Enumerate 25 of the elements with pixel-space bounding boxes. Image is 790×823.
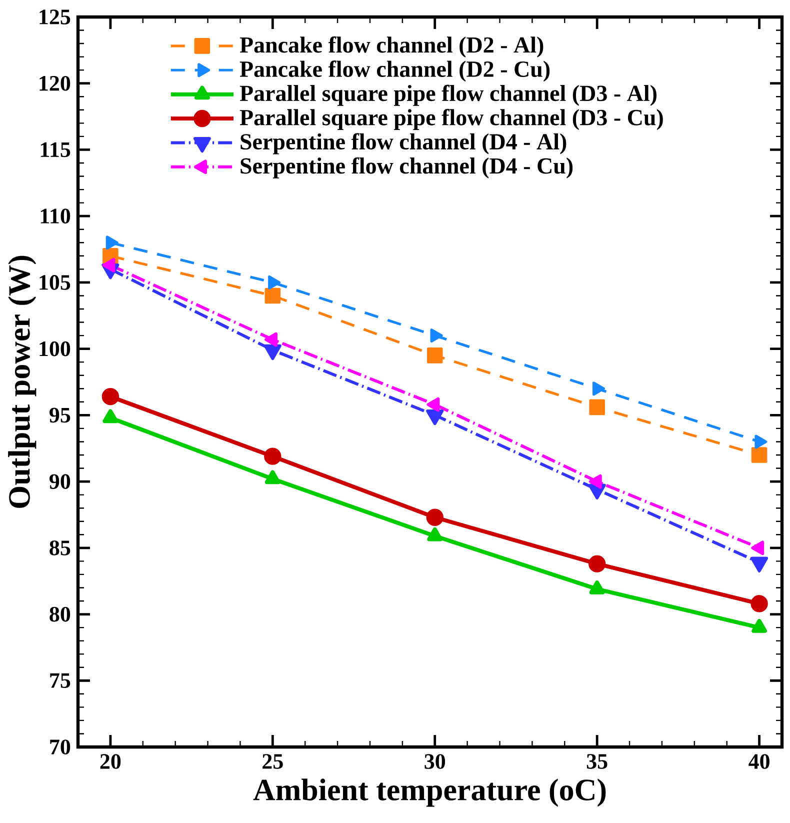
y-tick-label: 80: [50, 606, 70, 622]
y-axis-title: Outlput power (W): [8, 256, 36, 508]
x-tick-label: 40: [748, 754, 770, 769]
x-tick-label: 30: [424, 754, 446, 769]
y-tick-label: 75: [50, 673, 70, 688]
legend-label: Pancake flow channel (D2 - Al): [240, 36, 544, 58]
y-tick-label: 85: [50, 540, 70, 556]
y-tick-label: 120: [40, 76, 70, 91]
y-tick-label: 90: [50, 474, 70, 489]
x-tick-label: 35: [586, 754, 608, 769]
y-tick-label: 70: [50, 740, 70, 754]
x-tick-label: 25: [262, 754, 283, 769]
y-tick-label: 115: [40, 142, 70, 158]
y-tick-label: 95: [50, 408, 70, 423]
legend-label: Serpentine flow channel (D4 - Cu): [240, 157, 573, 178]
y-tick-label: 105: [40, 275, 70, 290]
y-tick-label: 110: [40, 208, 70, 224]
legend-label: Parallel square pipe flow channel (D3 - Cu): [240, 108, 663, 130]
y-tick-label: 100: [40, 341, 70, 356]
x-tick-label: 20: [100, 754, 121, 769]
legend-label: Pancake flow channel (D2 - Cu): [240, 60, 550, 82]
legend-label: Parallel square pipe flow channel (D3 - Al): [240, 84, 656, 106]
x-axis-title: Ambient temperature (oC): [253, 778, 606, 807]
y-tick-label: 125: [40, 10, 70, 24]
legend-label: Serpentine flow channel (D4 - Al): [240, 133, 566, 154]
